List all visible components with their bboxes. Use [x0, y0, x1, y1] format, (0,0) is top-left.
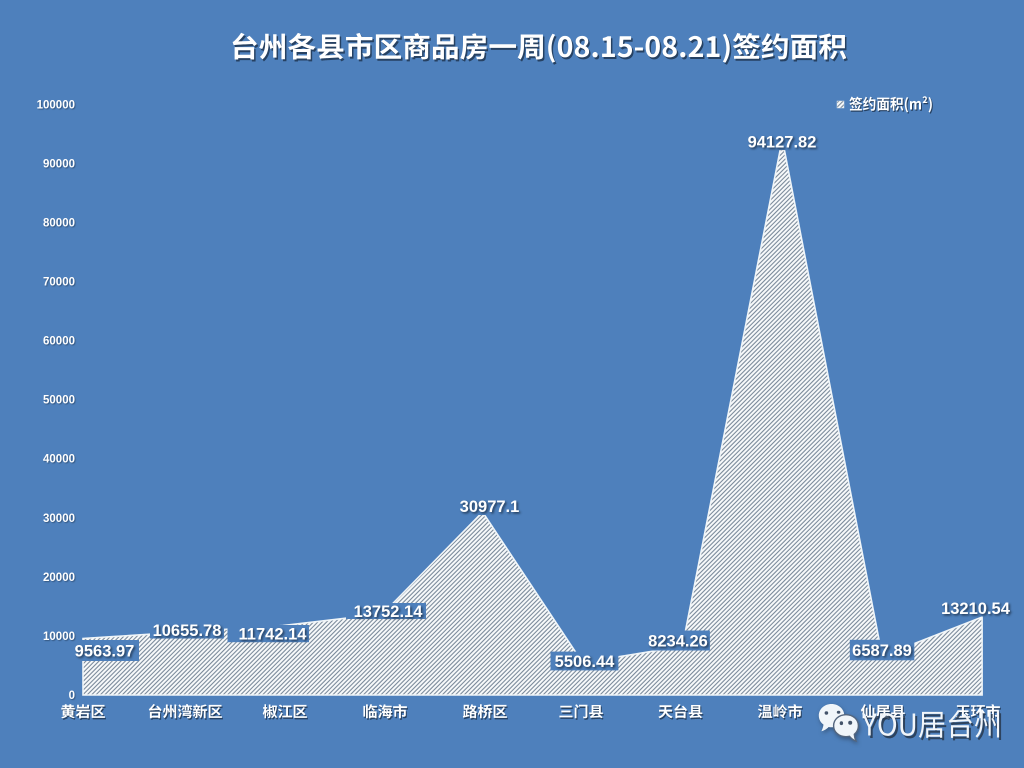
svg-text:50000: 50000	[43, 395, 75, 407]
svg-text:10655.78: 10655.78	[153, 622, 222, 640]
svg-text:13752.14: 13752.14	[354, 603, 424, 621]
svg-text:94127.82: 94127.82	[748, 134, 817, 152]
svg-text:13210.54: 13210.54	[941, 600, 1011, 618]
svg-text:30977.1: 30977.1	[460, 498, 520, 516]
svg-text:5506.44: 5506.44	[555, 653, 615, 671]
svg-text:100000: 100000	[37, 99, 75, 111]
svg-text:60000: 60000	[43, 336, 75, 348]
svg-text:11742.14: 11742.14	[239, 626, 308, 644]
svg-text:0: 0	[69, 690, 75, 702]
svg-text:6587.89: 6587.89	[852, 642, 912, 660]
svg-text:70000: 70000	[43, 277, 75, 289]
svg-text:10000: 10000	[43, 631, 75, 643]
svg-text:30000: 30000	[43, 513, 75, 525]
svg-text:40000: 40000	[43, 454, 75, 466]
svg-text:90000: 90000	[43, 158, 75, 170]
svg-text:8234.26: 8234.26	[648, 633, 708, 651]
svg-text:80000: 80000	[43, 218, 75, 230]
svg-text:20000: 20000	[43, 572, 75, 584]
svg-text:9563.97: 9563.97	[75, 643, 135, 661]
